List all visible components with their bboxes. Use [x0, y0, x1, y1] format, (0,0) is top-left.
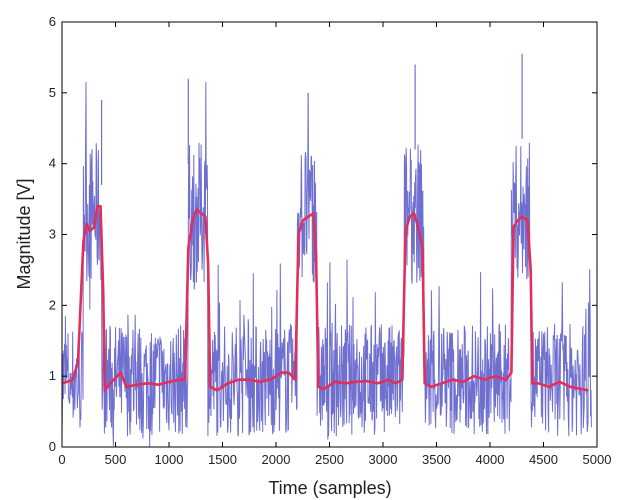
x-tick-label: 5000 — [583, 452, 612, 467]
x-tick-label: 2000 — [262, 452, 291, 467]
x-tick-label: 2500 — [315, 452, 344, 467]
y-tick-label: 0 — [49, 439, 56, 454]
y-tick-label: 4 — [49, 156, 56, 171]
x-tick-label: 500 — [105, 452, 127, 467]
x-tick-label: 1000 — [155, 452, 184, 467]
y-tick-label: 1 — [49, 368, 56, 383]
raw-signal-line — [61, 82, 592, 447]
y-tick-label: 5 — [49, 85, 56, 100]
x-tick-label: 3000 — [369, 452, 398, 467]
y-tick-label: 3 — [49, 227, 56, 242]
y-tick-label: 6 — [49, 14, 56, 29]
x-axis: 0 500 1000 1500 2000 2500 3000 3500 4000 4500 5000 — [58, 22, 611, 467]
x-tick-label: 1500 — [208, 452, 237, 467]
smoothed-mean-series — [61, 204, 589, 392]
y-axis-title: Magnitude [V] — [14, 178, 34, 289]
smoothed-mean-line — [61, 204, 589, 392]
y-axis: 0 1 2 3 4 5 6 — [49, 14, 597, 454]
x-tick-label: 4000 — [476, 452, 505, 467]
raw-signal-series — [61, 53, 592, 447]
x-axis-title: Time (samples) — [268, 478, 391, 498]
x-tick-label: 4500 — [529, 452, 558, 467]
x-tick-label: 0 — [58, 452, 65, 467]
y-tick-label: 2 — [49, 297, 56, 312]
x-tick-label: 3500 — [422, 452, 451, 467]
